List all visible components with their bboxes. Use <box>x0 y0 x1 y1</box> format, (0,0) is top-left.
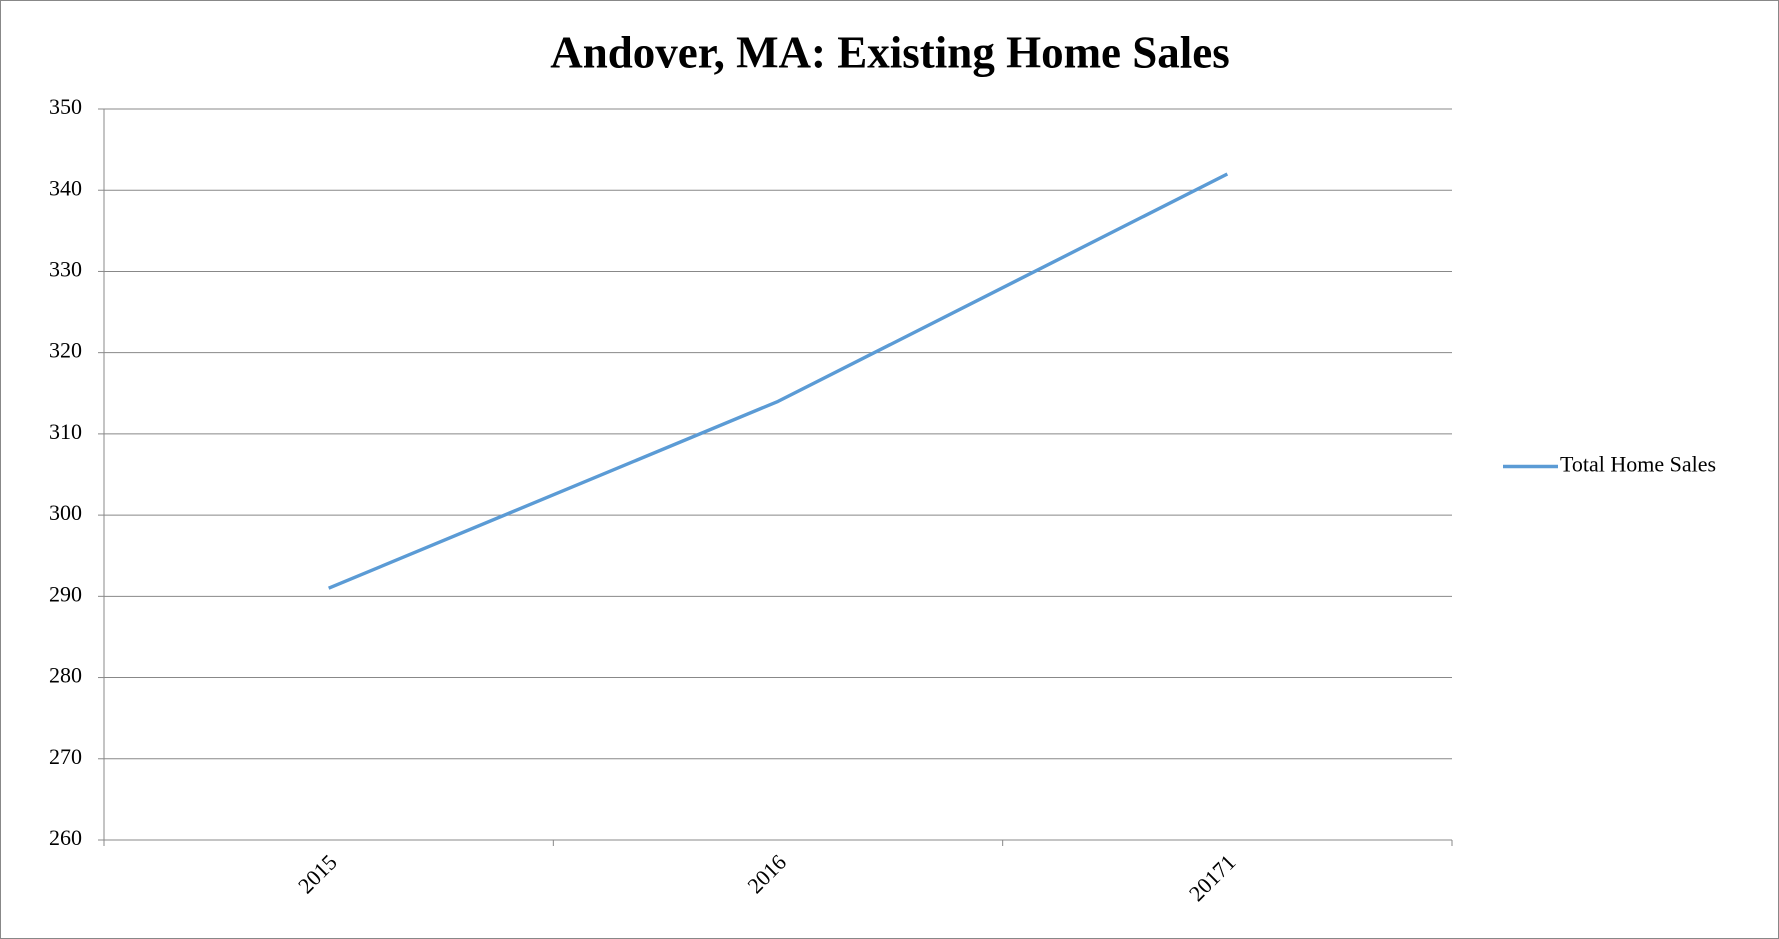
y-tick-label: 320 <box>49 338 82 363</box>
y-tick-label: 350 <box>49 94 82 119</box>
y-tick-label: 270 <box>49 744 82 769</box>
series-line <box>328 172 1229 590</box>
y-tick-label: 310 <box>49 419 82 444</box>
y-tick-label: 260 <box>49 825 82 850</box>
y-tick-label: 340 <box>49 175 82 200</box>
chart-title: Andover, MA: Existing Home Sales <box>550 27 1230 77</box>
y-tick-label: 330 <box>49 256 82 281</box>
legend-label: Total Home Sales <box>1560 452 1716 477</box>
y-tick-label: 290 <box>49 581 82 606</box>
y-tick-label: 300 <box>49 500 82 525</box>
y-tick-label: 280 <box>49 663 82 688</box>
